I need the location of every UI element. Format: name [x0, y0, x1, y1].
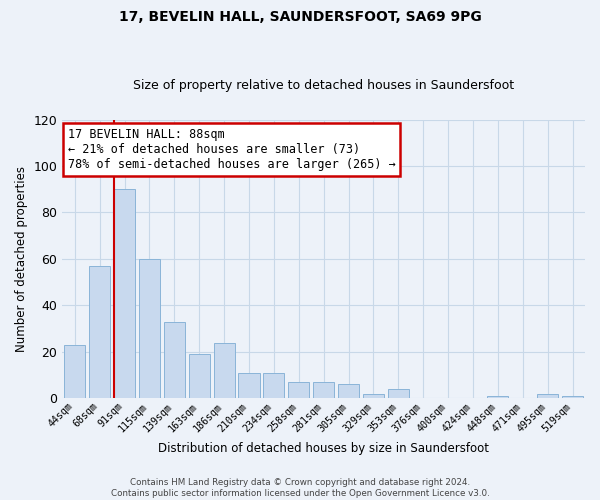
- Text: 17 BEVELIN HALL: 88sqm
← 21% of detached houses are smaller (73)
78% of semi-det: 17 BEVELIN HALL: 88sqm ← 21% of detached…: [68, 128, 395, 171]
- Bar: [238, 373, 260, 398]
- Bar: [114, 190, 135, 398]
- Bar: [313, 382, 334, 398]
- Bar: [139, 259, 160, 398]
- Text: 17, BEVELIN HALL, SAUNDERSFOOT, SA69 9PG: 17, BEVELIN HALL, SAUNDERSFOOT, SA69 9PG: [119, 10, 481, 24]
- Bar: [288, 382, 310, 398]
- Bar: [188, 354, 210, 399]
- X-axis label: Distribution of detached houses by size in Saundersfoot: Distribution of detached houses by size …: [158, 442, 489, 455]
- Bar: [64, 345, 85, 399]
- Bar: [388, 389, 409, 398]
- Bar: [263, 373, 284, 398]
- Bar: [164, 322, 185, 398]
- Y-axis label: Number of detached properties: Number of detached properties: [15, 166, 28, 352]
- Bar: [562, 396, 583, 398]
- Bar: [338, 384, 359, 398]
- Text: Contains HM Land Registry data © Crown copyright and database right 2024.
Contai: Contains HM Land Registry data © Crown c…: [110, 478, 490, 498]
- Bar: [89, 266, 110, 398]
- Bar: [487, 396, 508, 398]
- Bar: [537, 394, 558, 398]
- Bar: [214, 342, 235, 398]
- Title: Size of property relative to detached houses in Saundersfoot: Size of property relative to detached ho…: [133, 79, 514, 92]
- Bar: [363, 394, 384, 398]
